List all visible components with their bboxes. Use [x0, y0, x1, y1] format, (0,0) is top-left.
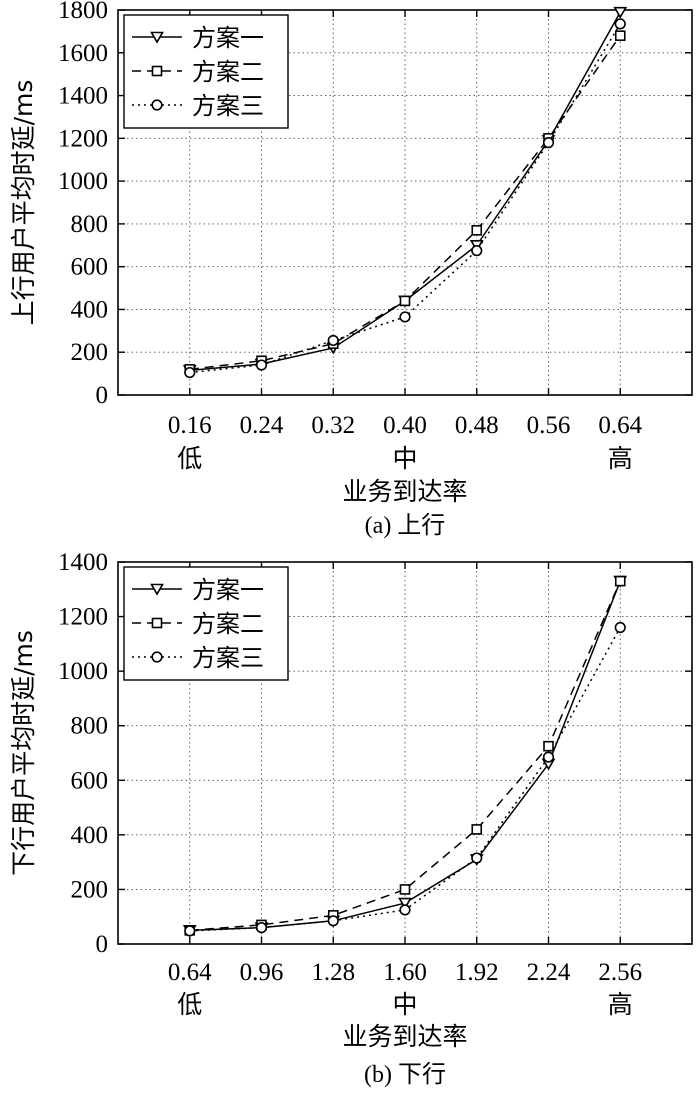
data-point-series-2 — [471, 225, 483, 236]
data-point-series-3 — [327, 915, 339, 927]
figure-caption: (b) 下行 — [364, 1061, 446, 1088]
legend-label: 方案一 — [192, 576, 264, 604]
y-tick-label: 1000 — [58, 658, 108, 685]
legend-label: 方案三 — [192, 644, 264, 672]
y-tick-label: 1800 — [58, 0, 108, 24]
x-tick-label: 0.64 — [168, 959, 212, 986]
data-point-series-1 — [613, 6, 628, 19]
data-point-series-3 — [255, 359, 268, 371]
legend-label: 方案三 — [192, 92, 264, 120]
legend-marker — [151, 99, 163, 111]
x-level-label: 中 — [392, 990, 417, 1019]
y-tick-label: 800 — [71, 713, 109, 740]
y-tick-label: 1400 — [58, 83, 108, 110]
figure-caption: (a) 上行 — [365, 512, 446, 539]
x-tick-label: 0.32 — [311, 412, 355, 439]
data-point-series-3 — [614, 18, 626, 30]
x-tick-label: 0.48 — [455, 412, 499, 439]
x-tick-label: 0.56 — [527, 412, 571, 439]
x-level-label: 中 — [392, 444, 417, 473]
data-point-series-2 — [399, 295, 411, 307]
chart-uplink: 0 200 400 600 800 1000 1200 1400 1600 1800 0.16 0.2… — [9, 0, 693, 539]
legend-marker — [151, 617, 163, 629]
y-tick-label: 0 — [96, 931, 109, 958]
data-point-series-3 — [614, 621, 626, 634]
data-point-series-3 — [399, 311, 411, 323]
y-tick-label: 600 — [71, 767, 109, 794]
y-tick-label: 400 — [71, 296, 109, 323]
x-tick-label: 1.92 — [455, 959, 499, 986]
data-point-series-2 — [399, 884, 411, 895]
x-tick-label: 0.96 — [240, 959, 284, 986]
data-point-series-3 — [184, 366, 196, 379]
x-axis-title: 业务到达率 — [342, 477, 467, 506]
data-point-series-2 — [471, 824, 483, 835]
chart-downlink: 0 200 400 600 800 1000 1200 1400 0.64 0.96 1.28 1.6… — [9, 549, 693, 1088]
data-point-series-3 — [471, 245, 483, 257]
legend-marker — [150, 583, 164, 596]
y-tick-label: 200 — [71, 876, 109, 903]
y-tick-label: 800 — [71, 211, 109, 238]
data-point-series-3 — [471, 852, 483, 864]
y-tick-label: 1600 — [58, 40, 108, 67]
y-tick-label: 1200 — [58, 125, 108, 152]
legend-label: 方案二 — [192, 58, 264, 86]
legend-label: 方案二 — [192, 610, 264, 638]
data-point-series-2 — [614, 575, 626, 587]
x-level-label: 低 — [177, 444, 202, 473]
legend-marker — [151, 651, 163, 663]
x-tick-label: 0.64 — [598, 412, 642, 439]
data-point-series-3 — [399, 904, 411, 916]
x-tick-label: 0.16 — [168, 412, 212, 439]
data-point-series-3 — [542, 751, 555, 763]
x-tick-label: 1.60 — [383, 959, 427, 986]
data-point-series-1 — [398, 897, 412, 910]
x-level-label: 低 — [177, 990, 202, 1019]
y-tick-label: 1400 — [58, 549, 108, 576]
legend-label: 方案一 — [192, 24, 264, 52]
y-tick-label: 600 — [71, 254, 109, 281]
x-tick-label: 1.28 — [311, 959, 355, 986]
y-tick-label: 400 — [71, 822, 109, 849]
y-tick-label: 200 — [71, 339, 109, 366]
y-axis-title: 上行用户平均时延/ms — [9, 80, 38, 326]
x-tick-label: 0.40 — [383, 412, 427, 439]
x-axis-title: 业务到达率 — [342, 1022, 467, 1051]
x-level-label: 高 — [608, 444, 633, 473]
legend-marker — [150, 31, 164, 44]
x-tick-label: 2.24 — [527, 959, 571, 986]
y-tick-label: 0 — [96, 382, 109, 409]
data-point-series-2 — [543, 740, 554, 752]
x-level-label: 高 — [608, 990, 633, 1019]
x-tick-label: 0.24 — [240, 412, 284, 439]
data-point-series-3 — [327, 334, 339, 347]
data-point-series-2 — [614, 30, 626, 41]
x-tick-label: 2.56 — [598, 959, 642, 986]
legend-marker — [151, 65, 163, 77]
y-tick-label: 1200 — [58, 604, 108, 631]
y-tick-label: 1000 — [58, 168, 108, 195]
data-point-series-3 — [184, 925, 196, 937]
data-point-series-3 — [542, 137, 555, 149]
y-axis-title: 下行用户平均时延/ms — [9, 630, 38, 876]
data-point-series-3 — [255, 922, 268, 934]
